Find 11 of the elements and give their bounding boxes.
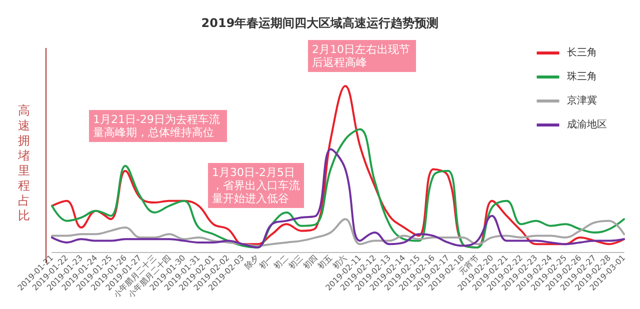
legend-label: 长三角 [567, 46, 597, 58]
legend-label: 成渝地区 [567, 118, 607, 130]
legend-label: 珠三角 [567, 70, 597, 82]
x-tick-label: 初四 [302, 253, 320, 271]
y-axis-title: 高速拥堵里程占比 [17, 104, 30, 222]
annotation: 1月30日-2月5日，省界出入口车流量开始进入低谷 [212, 166, 300, 205]
x-tick-label: 初二 [272, 253, 290, 271]
annotation: 1月21日-29日为去程车流量高峰期，总体维持高位 [93, 113, 220, 139]
legend-label: 京津冀 [567, 94, 597, 106]
chart-title: 2019年春运期间四大区域高速运行趋势预测 [201, 16, 439, 30]
text: 2月10日左右出现节后返程高峰 [312, 43, 410, 69]
